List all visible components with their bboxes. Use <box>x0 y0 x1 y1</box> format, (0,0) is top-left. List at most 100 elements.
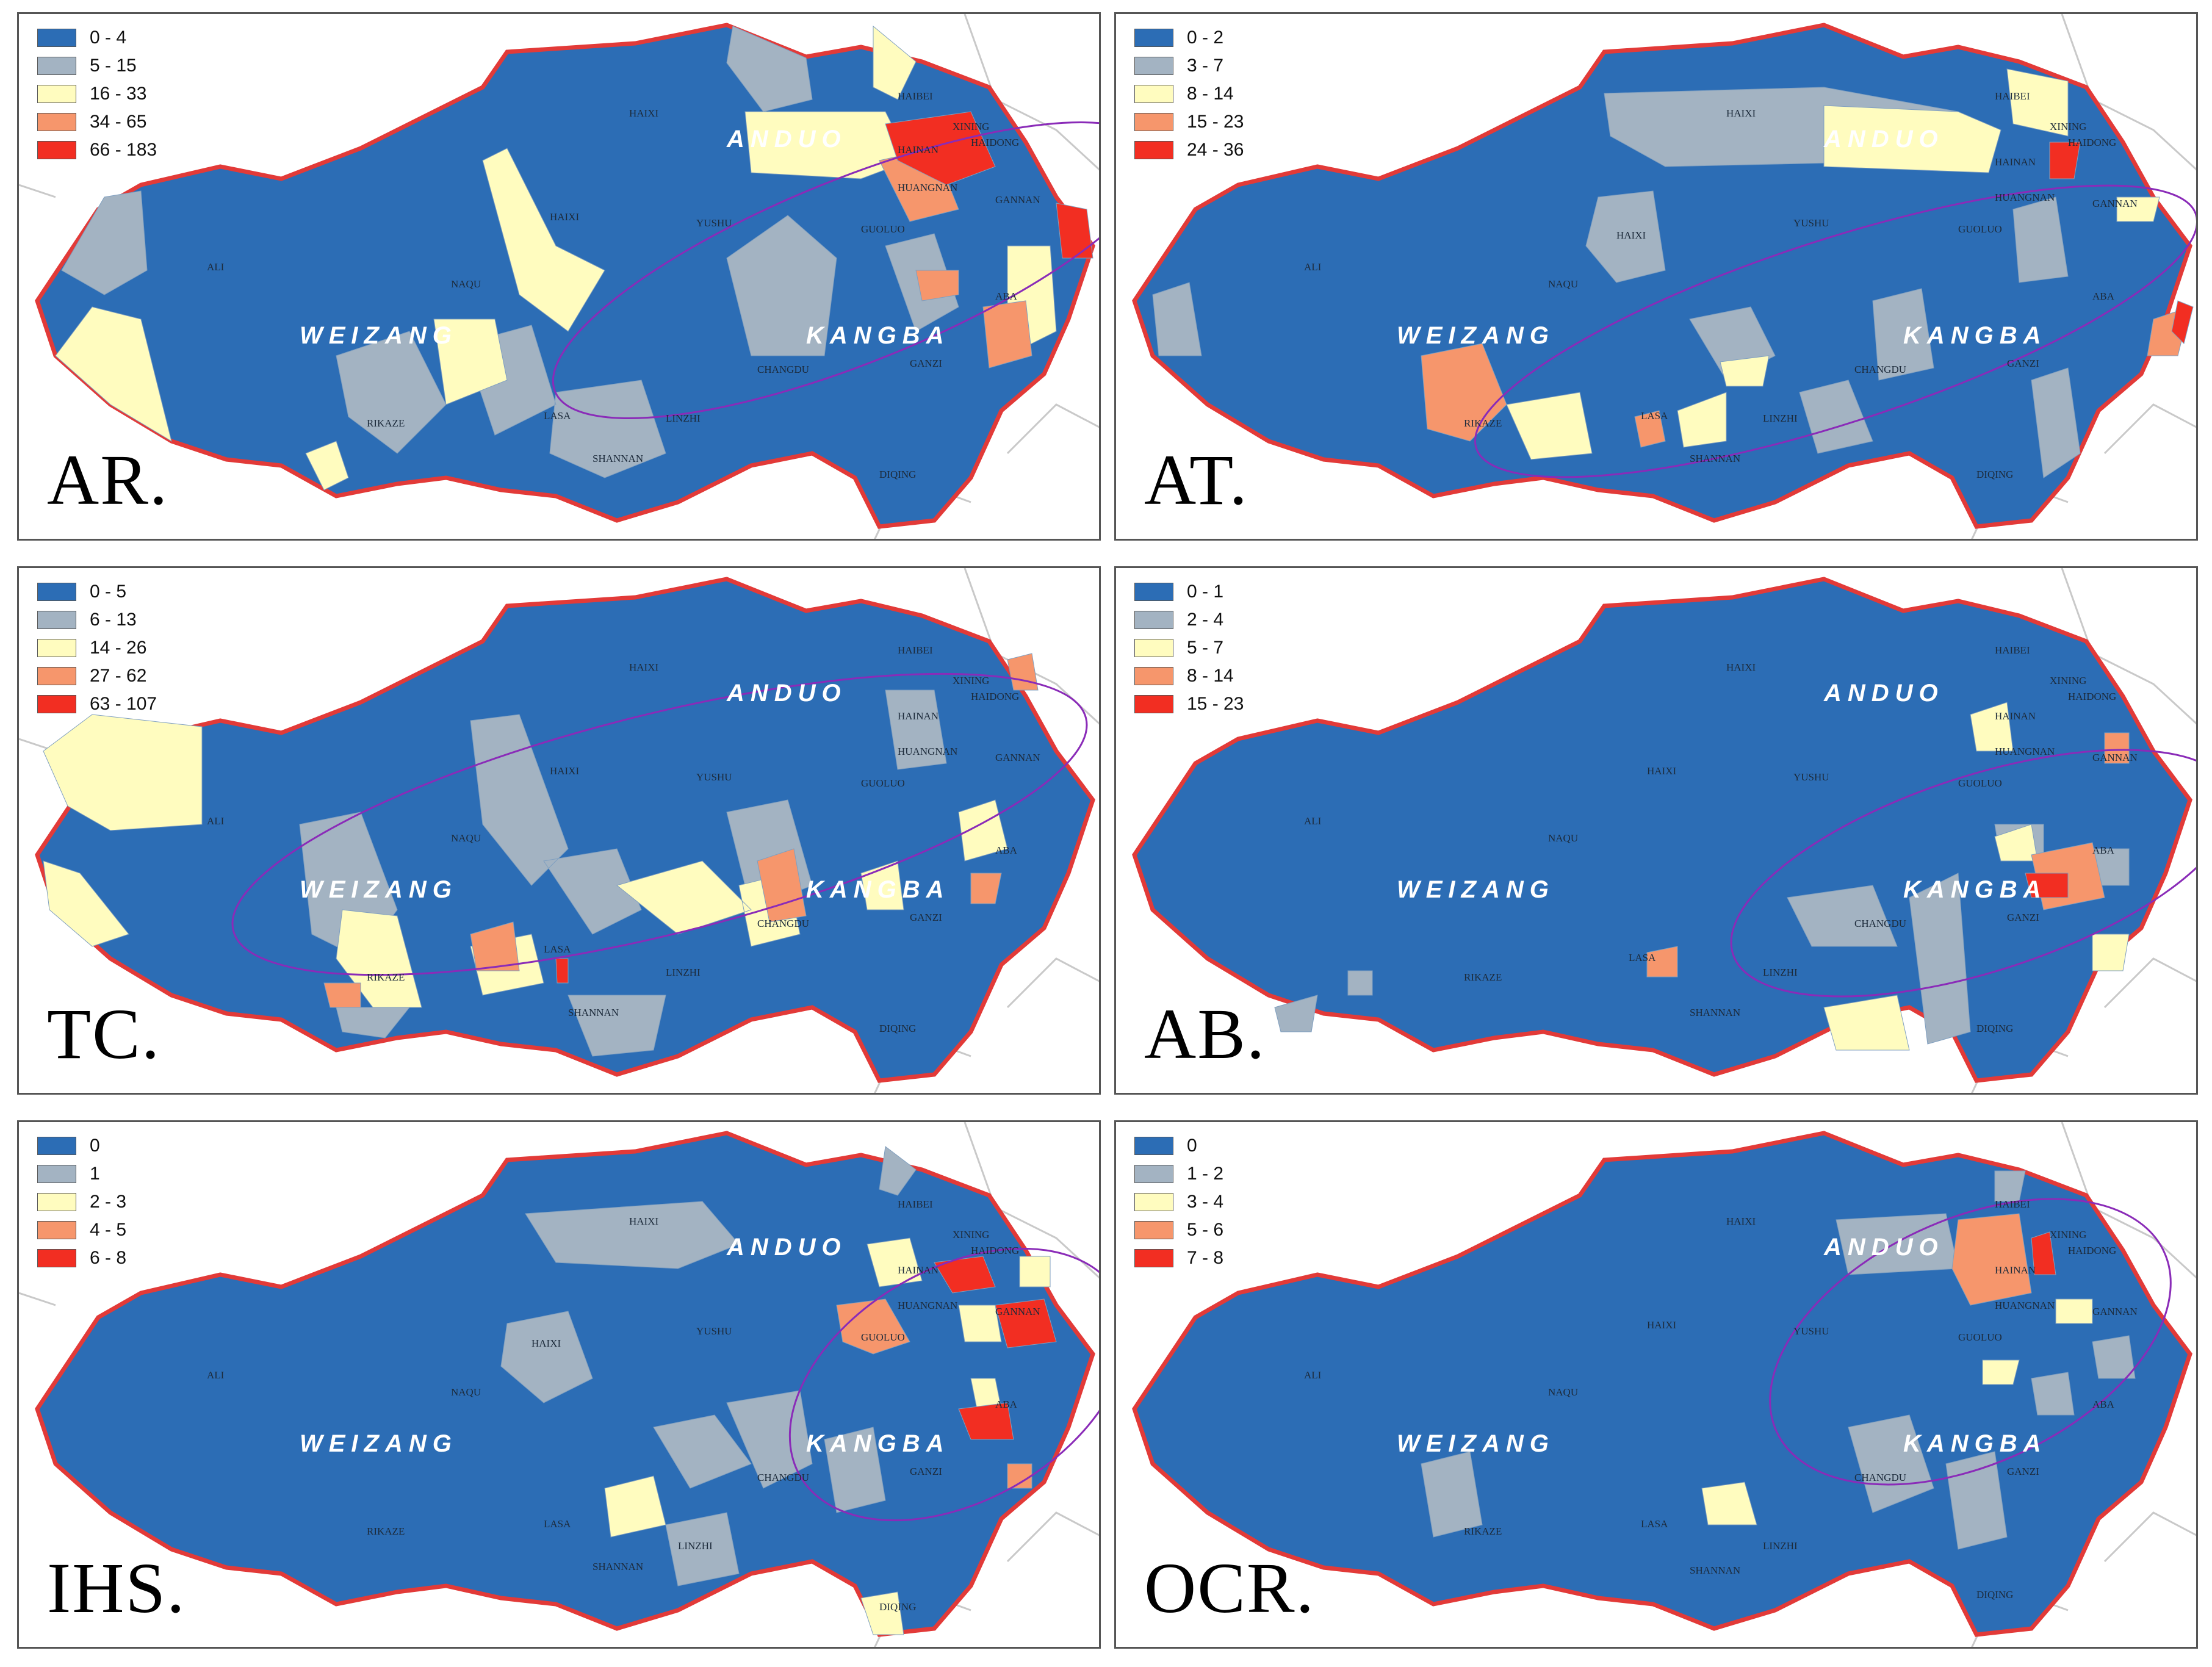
place-label-shannan: SHANNAN <box>593 1561 643 1572</box>
place-label-haibei: HAIBEI <box>1995 644 2030 656</box>
cluster-ellipse <box>231 672 1088 976</box>
legend-item: 6 - 8 <box>37 1244 126 1272</box>
map-legend: 0 1 - 2 3 - 4 5 - 6 7 - 8 <box>1134 1132 1223 1272</box>
legend-label: 66 - 183 <box>90 140 157 160</box>
legend-item: 1 - 2 <box>1134 1160 1223 1188</box>
place-label-lasa: LASA <box>544 1518 571 1530</box>
legend-swatch <box>37 639 76 657</box>
legend-item: 0 <box>37 1132 126 1160</box>
place-label-diqing: DIQING <box>1976 1589 2013 1600</box>
legend-swatch <box>37 1165 76 1183</box>
place-label-haixi-2: HAIXI <box>550 211 579 223</box>
place-label-changdu: CHANGDU <box>1854 918 1906 929</box>
legend-label: 15 - 23 <box>1187 694 1244 714</box>
place-label-naqu: NAQU <box>451 832 481 844</box>
region-label-weizang: WEIZANG <box>300 322 458 349</box>
legend-label: 1 <box>90 1164 100 1184</box>
region-label-weizang: WEIZANG <box>1397 1430 1555 1457</box>
place-label-lasa: LASA <box>1641 1518 1668 1530</box>
region-label-anduo: ANDUO <box>1823 126 1944 153</box>
place-label-linzhi: LINZHI <box>666 967 701 978</box>
place-label-aba: ABA <box>995 290 1018 302</box>
place-label-hainan: HAINAN <box>1995 156 2036 168</box>
legend-label: 16 - 33 <box>90 84 147 104</box>
place-label-rikaze: RIKAZE <box>1464 971 1502 983</box>
place-label-xining: XINING <box>953 675 989 686</box>
place-label-hainan: HAINAN <box>898 1264 938 1276</box>
legend-swatch <box>37 141 76 159</box>
legend-swatch <box>1134 1221 1173 1239</box>
place-label-ganzi: GANZI <box>910 358 942 369</box>
legend-swatch <box>37 1221 76 1239</box>
legend-swatch <box>37 29 76 47</box>
panel-title: AB. <box>1144 994 1266 1074</box>
legend-swatch <box>37 667 76 685</box>
place-label-aba: ABA <box>2092 844 2115 856</box>
legend-label: 14 - 26 <box>90 638 147 658</box>
choropleth-map: ANDUO WEIZANG KANGBA HAIBEI HAIXI XINING… <box>1132 568 2196 1093</box>
choropleth-map: ANDUO WEIZANG KANGBA HAIBEI HAIXI XINING… <box>1132 1122 2196 1647</box>
place-label-diqing: DIQING <box>879 1601 916 1613</box>
place-label-xining: XINING <box>2050 675 2086 686</box>
legend-item: 8 - 14 <box>1134 80 1244 108</box>
place-label-ali: ALI <box>1304 1369 1322 1381</box>
place-label-shannan: SHANNAN <box>1690 453 1740 464</box>
place-label-huangnan: HUANGNAN <box>898 182 957 193</box>
legend-label: 0 - 4 <box>90 27 127 48</box>
map-panel-ihs: ANDUO WEIZANG KANGBA HAIBEI HAIXI XINING… <box>17 1120 1101 1649</box>
legend-swatch <box>37 695 76 713</box>
place-labels: HAIBEI HAIXI XINING HAIDONG HAINAN HUANG… <box>1304 90 2138 480</box>
place-label-yushu: YUSHU <box>696 771 732 783</box>
legend-label: 3 - 7 <box>1187 56 1224 76</box>
legend-item: 5 - 7 <box>1134 634 1244 662</box>
legend-swatch <box>1134 583 1173 601</box>
place-label-haixi-2: HAIXI <box>550 765 579 777</box>
legend-item: 7 - 8 <box>1134 1244 1223 1272</box>
legend-swatch <box>1134 85 1173 103</box>
region-class-4 <box>555 958 569 984</box>
neighbor-boundaries <box>19 14 1099 539</box>
place-label-rikaze: RIKAZE <box>367 971 405 983</box>
place-label-haibei: HAIBEI <box>1995 90 2030 102</box>
plateau-outline <box>35 577 1095 1083</box>
legend-label: 8 - 14 <box>1187 666 1234 686</box>
map-panel-at: ANDUO WEIZANG KANGBA HAIBEI HAIXI XINING… <box>1114 12 2198 541</box>
place-label-haibei: HAIBEI <box>898 1198 933 1210</box>
place-label-lasa: LASA <box>1629 952 1656 963</box>
panel-title: IHS. <box>47 1548 186 1628</box>
legend-item: 34 - 65 <box>37 108 157 136</box>
place-label-diqing: DIQING <box>879 469 916 480</box>
legend-item: 15 - 23 <box>1134 108 1244 136</box>
place-label-diqing: DIQING <box>879 1023 916 1034</box>
region-label-anduo: ANDUO <box>726 680 847 707</box>
region-class-3 <box>1951 1213 2032 1306</box>
place-labels: HAIBEI HAIXI XINING HAIDONG HAINAN HUANG… <box>207 90 1040 480</box>
place-label-diqing: DIQING <box>1976 1023 2013 1034</box>
place-label-aba: ABA <box>2092 1399 2115 1410</box>
place-label-haixi-2: HAIXI <box>1647 1319 1676 1331</box>
place-label-haidong: HAIDONG <box>2068 1245 2116 1256</box>
place-label-ali: ALI <box>1304 261 1322 273</box>
place-label-xining: XINING <box>2050 1229 2086 1240</box>
place-label-yushu: YUSHU <box>1793 1325 1829 1337</box>
place-label-changdu: CHANGDU <box>1854 1472 1906 1483</box>
place-label-haidong: HAIDONG <box>971 691 1019 702</box>
legend-swatch <box>37 1249 76 1267</box>
legend-label: 8 - 14 <box>1187 84 1234 104</box>
region-label-kangba: KANGBA <box>1903 1430 2047 1457</box>
place-label-lasa: LASA <box>544 943 571 955</box>
place-label-guoluo: GUOLUO <box>861 777 905 789</box>
place-label-gannan: GANNAN <box>995 1306 1040 1317</box>
map-panel-ab: ANDUO WEIZANG KANGBA HAIBEI HAIXI XINING… <box>1114 566 2198 1095</box>
place-label-haibei: HAIBEI <box>1995 1198 2030 1210</box>
place-label-gannan: GANNAN <box>2092 752 2138 763</box>
place-label-aba: ABA <box>995 1399 1018 1410</box>
legend-swatch <box>1134 29 1173 47</box>
map-legend: 0 1 2 - 3 4 - 5 6 - 8 <box>37 1132 126 1272</box>
place-label-yushu: YUSHU <box>696 1325 732 1337</box>
place-label-hainan: HAINAN <box>1995 710 2036 722</box>
region-label-kangba: KANGBA <box>806 1430 950 1457</box>
region-class-2 <box>43 714 1008 1008</box>
legend-label: 3 - 4 <box>1187 1192 1224 1212</box>
legend-label: 5 - 6 <box>1187 1220 1224 1240</box>
